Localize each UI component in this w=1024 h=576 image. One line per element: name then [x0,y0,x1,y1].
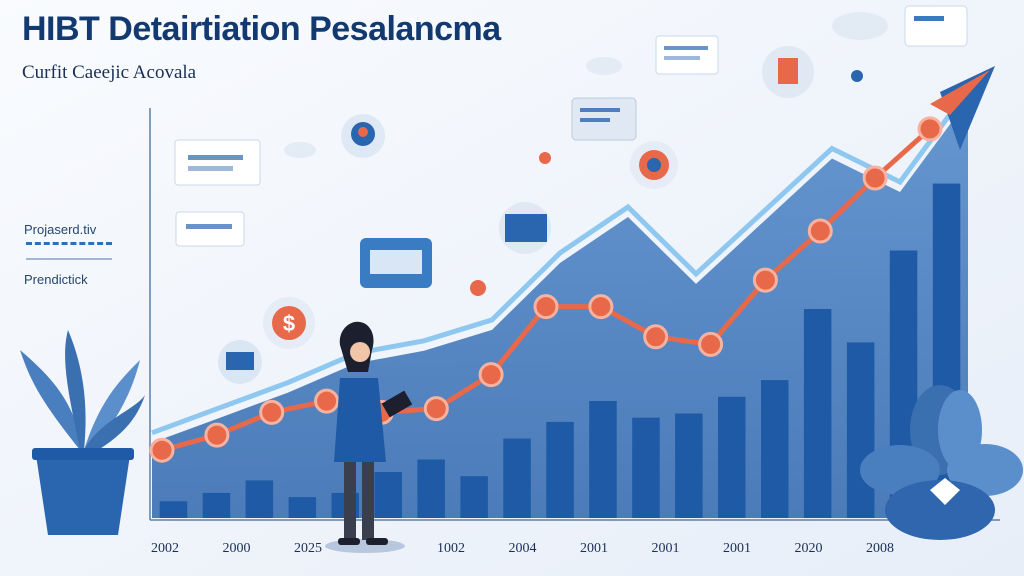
dot-icon [851,70,863,82]
legend-label-predicted: Prendictick [24,272,88,287]
bar [761,380,789,518]
trend-point [752,267,778,293]
cloud-icon [832,12,888,40]
bar [846,342,875,518]
card-icon [174,139,261,186]
x-tick-label: 2001 [580,541,608,556]
bar [288,497,317,518]
trend-point [204,422,230,448]
trend-line-series [149,116,943,463]
person-illustration [325,321,413,553]
decorative-cards: $ [174,5,968,384]
x-tick-label: 2000 [223,541,251,556]
x-tick-label: 2002 [151,541,179,556]
dot-icon [470,280,486,296]
trend-point [533,294,559,320]
bar [245,480,274,518]
bar [460,476,488,518]
document-icon [655,35,719,75]
trend-point [423,396,449,422]
area-highlight-line [151,88,971,436]
page-subtitle: Curfit Caeejic Acovala [22,62,197,83]
bar [589,401,617,518]
bar [675,413,703,518]
trend-point [588,294,614,320]
trend-point [259,399,285,425]
bar [718,396,746,518]
x-tick-label: 2001 [723,541,751,556]
legend-label-projected: Projaserd.tiv [24,222,97,237]
bar [546,421,574,518]
cloud-icon [284,142,316,158]
x-tick-label: 2008 [866,541,894,556]
trend-point [478,362,504,388]
trend-point [314,388,340,414]
arrow-up-icon [940,66,995,150]
plant-icon [860,385,1023,540]
legend-divider [26,258,112,260]
trend-point [698,331,724,357]
legend-swatch-projected [26,242,112,245]
svg-text:$: $ [283,311,295,336]
x-tick-label: 2001 [652,541,680,556]
arrow-up-icon [930,70,990,115]
x-tick-labels: 2002200020251810022004200120012001202020… [151,541,894,556]
bar [417,459,445,518]
trend-point [862,165,888,191]
cloud-icon [586,57,622,75]
trend-point [643,324,669,350]
x-tick-label: 1002 [437,541,465,556]
bar [503,438,531,518]
dot-icon [539,152,551,164]
plant-icon [20,330,145,535]
bar [202,492,231,518]
x-tick-label: 2020 [795,541,823,556]
bar [159,501,188,518]
trend-point [807,218,833,244]
trend-point [149,437,175,463]
page-title: HIBT Detairtiation Pesalancma [22,10,501,48]
trend-point [917,116,943,142]
chat-icon [904,5,968,47]
bar [803,309,832,518]
x-tick-label: 2025 [294,541,322,556]
x-tick-label: 2004 [509,541,537,556]
bar [374,472,402,518]
bar [632,417,660,518]
